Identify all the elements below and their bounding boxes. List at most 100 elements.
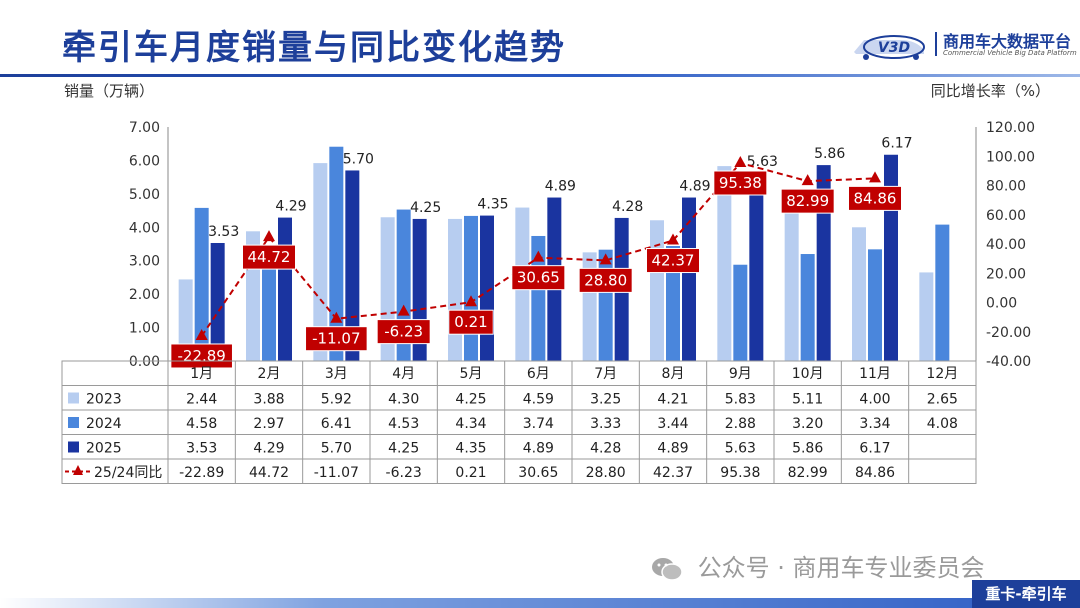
bar-2023	[178, 279, 193, 361]
bar-2025	[278, 217, 292, 361]
bar-2024	[935, 224, 950, 361]
table-cell: 5.86	[792, 441, 823, 457]
bar-2025-value-label: 5.70	[343, 151, 374, 167]
yoy-value-label: 44.72	[248, 248, 291, 266]
bar-2025	[480, 215, 494, 361]
table-cell: 3.20	[792, 416, 823, 432]
y2-tick-label: 120.00	[986, 120, 1035, 136]
y-tick-label: 1.00	[129, 321, 160, 337]
y-tick-label: 3.00	[129, 254, 160, 270]
yoy-marker	[195, 328, 208, 340]
table-series-name: 2023	[86, 392, 122, 408]
table-cell: 4.00	[859, 392, 890, 408]
yoy-label-box	[780, 188, 835, 214]
table-cell: 5.92	[321, 392, 352, 408]
logo-cn-text: 商用车大数据平台	[943, 32, 1072, 51]
yoy-value-label: -11.07	[312, 330, 360, 348]
yoy-value-label: 84.86	[854, 189, 897, 207]
y2-tick-label: -20.00	[986, 325, 1031, 341]
bar-2024	[464, 215, 478, 361]
table-cell: 4.53	[388, 416, 419, 432]
table-cell: 4.34	[455, 416, 486, 432]
bar-2023	[448, 218, 462, 361]
table-cell: 3.74	[523, 416, 554, 432]
bar-2025-value-label: 4.28	[612, 199, 643, 215]
logo-mark-text: V3D	[878, 40, 910, 56]
x-category-label: 2月	[258, 366, 281, 382]
yoy-value-label: -6.23	[384, 323, 423, 341]
yoy-value-label: 28.80	[584, 271, 627, 289]
table-cell: 3.88	[253, 392, 284, 408]
table-cell: 2.97	[253, 416, 284, 432]
y-tick-label: 6.00	[129, 153, 160, 169]
legend-swatch-2023	[68, 392, 79, 404]
x-category-label: 9月	[729, 366, 752, 382]
bar-2025-value-label: 4.89	[545, 179, 576, 195]
y2-tick-label: 80.00	[986, 179, 1026, 195]
x-category-label: 11月	[859, 366, 891, 382]
logo-divider	[935, 32, 937, 56]
table-cell: 3.44	[657, 416, 688, 432]
bar-2024	[868, 249, 882, 361]
yoy-marker	[465, 295, 477, 307]
table-cell: 2.88	[725, 416, 756, 432]
table-cell: 4.21	[657, 392, 688, 408]
table-cell: 4.28	[590, 441, 621, 457]
bar-2024	[666, 246, 680, 361]
bar-2024	[800, 254, 815, 361]
bar-2025	[682, 197, 696, 361]
bar-2024	[733, 264, 748, 361]
table-cell: 4.30	[388, 392, 419, 408]
bar-2025	[884, 154, 898, 361]
y-tick-label: 0.00	[129, 354, 160, 370]
bar-2025-value-label: 4.25	[410, 200, 441, 216]
y2-tick-label: 100.00	[986, 149, 1035, 165]
yoy-value-label: 82.99	[786, 192, 829, 210]
table-cell: -6.23	[386, 465, 422, 481]
y-tick-label: 5.00	[129, 187, 160, 203]
bar-2025	[816, 165, 831, 361]
legend-swatch-yoy-marker	[73, 465, 83, 475]
yoy-marker	[397, 304, 410, 316]
yoy-label-box	[646, 248, 700, 274]
yoy-label-box	[578, 267, 633, 293]
bar-2025-value-label: 4.35	[477, 197, 508, 213]
y2-tick-label: -40.00	[986, 354, 1031, 370]
yoy-label-box	[448, 309, 494, 335]
table-cell: 5.70	[321, 441, 352, 457]
yoy-marker	[532, 250, 545, 262]
y2-tick-label: 40.00	[986, 237, 1026, 253]
yoy-marker	[263, 230, 275, 242]
table-cell: 3.53	[186, 441, 217, 457]
bar-2025-value-label: 6.17	[881, 136, 912, 152]
y-axis-left-title: 销量（万辆）	[64, 82, 155, 100]
yoy-value-label: 95.38	[719, 174, 762, 192]
table-cell: 3.33	[590, 416, 621, 432]
bar-2025	[210, 242, 225, 361]
watermark-text: 公众号 · 商用车专业委员会	[697, 554, 985, 582]
table-cell: 84.86	[855, 465, 895, 481]
bar-2024	[329, 146, 344, 361]
table-cell: 4.08	[927, 416, 958, 432]
y2-tick-label: 0.00	[986, 296, 1017, 312]
x-category-label: 3月	[325, 366, 348, 382]
wechat-watermark: 公众号 · 商用车专业委员会	[650, 548, 985, 583]
table-cell: 5.83	[725, 392, 756, 408]
x-category-label: 6月	[527, 366, 550, 382]
table-cell: -11.07	[314, 465, 359, 481]
table-cell: 5.63	[725, 441, 756, 457]
table-series-name: 2024	[86, 416, 122, 432]
table-cell: 42.37	[653, 465, 693, 481]
table-cell: 2.44	[186, 392, 217, 408]
yoy-value-label: 30.65	[517, 269, 560, 287]
table-cell: 4.25	[388, 441, 419, 457]
table-cell: 3.34	[859, 416, 890, 432]
table-cell: 28.80	[586, 465, 626, 481]
yoy-marker	[801, 174, 814, 186]
table-cell: 30.65	[518, 465, 558, 481]
table-cell: 4.89	[523, 441, 554, 457]
bar-2023	[852, 227, 866, 361]
yoy-label-box	[511, 265, 566, 291]
bar-2024	[598, 249, 613, 361]
